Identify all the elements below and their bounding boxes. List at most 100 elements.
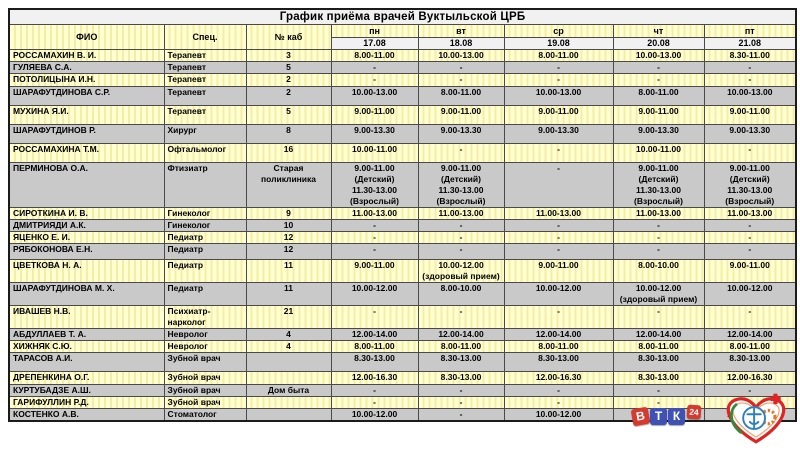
doctor-name-cell: ЦВЕТКОВА Н. А. xyxy=(8,258,165,283)
cabinet-cell xyxy=(245,395,332,409)
time-cell: - xyxy=(330,230,419,244)
time-cell: - xyxy=(330,242,419,260)
time-cell: 9.00-11.00 (Детский) 11.30-13.00 (Взросл… xyxy=(417,161,505,208)
time-cell: 10.00-11.00 xyxy=(612,142,705,163)
time-cell: 9.00-11.00 xyxy=(330,258,419,283)
time-cell: - xyxy=(703,304,797,329)
time-cell: - xyxy=(612,407,705,421)
time-cell: 11.00-13.00 xyxy=(330,206,419,220)
time-cell: 12.00-14.00 xyxy=(503,327,614,341)
specialty-cell: Хирург xyxy=(163,123,247,144)
day-header-mon: пн xyxy=(330,23,419,38)
day-header-wed: ср xyxy=(503,23,614,38)
time-cell: - xyxy=(503,395,614,409)
time-cell: 8.30-13.00 xyxy=(417,351,505,372)
specialty-cell: Гинеколог xyxy=(163,206,247,220)
doctor-name-cell: ХИЖНЯК С.Ю. xyxy=(8,339,165,353)
cabinet-cell xyxy=(245,407,332,421)
doctor-name-cell: РОССАМАХИН В. И. xyxy=(8,48,165,62)
cabinet-cell: 10 xyxy=(245,218,332,232)
time-cell: - xyxy=(417,230,505,244)
time-cell: 8.00-10.00 xyxy=(417,281,505,306)
time-cell: - xyxy=(330,383,419,397)
time-cell: - xyxy=(417,142,505,163)
doctor-name-cell: ЯЦЕНКО Е. И. xyxy=(8,230,165,244)
day-header-fri: пт xyxy=(703,23,797,38)
time-cell: - xyxy=(330,60,419,74)
doctor-name-cell: ИВАШЕВ Н.В. xyxy=(8,304,165,329)
cabinet-cell: 16 xyxy=(245,142,332,163)
time-cell: 9.00-11.00 xyxy=(703,258,797,283)
time-cell: 9.00-11.00 xyxy=(612,104,705,125)
time-cell: - xyxy=(417,304,505,329)
table-row: ПОТОЛИЦЫНА И.Н. Терапевт 2- - - - - xyxy=(8,72,797,87)
time-cell: - xyxy=(417,242,505,260)
table-row: ЦВЕТКОВА Н. А. Педиатр 11 9.00-11.00 10.00-1… xyxy=(8,258,797,283)
time-cell: 12.00-14.00 xyxy=(330,327,419,341)
day-header-tue: вт xyxy=(417,23,505,38)
doctor-name-cell: ПОТОЛИЦЫНА И.Н. xyxy=(8,72,165,87)
specialty-cell: Зубной врач xyxy=(163,370,247,385)
time-cell: - xyxy=(503,242,614,260)
time-cell: - xyxy=(703,142,797,163)
time-cell: 12.00-14.00 xyxy=(612,327,705,341)
time-cell: 10.00-13.00 xyxy=(417,48,505,62)
specialty-cell: Педиатр xyxy=(163,258,247,283)
time-cell: - xyxy=(612,383,705,397)
time-cell: 9.00-11.00 xyxy=(503,104,614,125)
specialty-cell: Фтизиатр xyxy=(163,161,247,208)
time-cell: 10.00-12.00 xyxy=(703,281,797,306)
time-cell: 10.00-12.00 xyxy=(503,407,614,421)
doctor-name-cell: РЯБОКОНОВА Е.Н. xyxy=(8,242,165,260)
specialty-cell: Психиатр-нарколог xyxy=(163,304,247,329)
table-row: ШАРАФУТДИНОВ Р. Хирург 8 9.00-13.30 9.00-13.… xyxy=(8,123,797,144)
date-header-tue: 18.08 xyxy=(417,36,505,50)
time-cell: 11.00-13.00 xyxy=(612,206,705,220)
doctor-name-cell: ТАРАСОВ А.И. xyxy=(8,351,165,372)
cabinet-cell: 3 xyxy=(245,48,332,62)
specialty-cell: Педиатр xyxy=(163,242,247,260)
cabinet-cell: 12 xyxy=(245,242,332,260)
time-cell: - xyxy=(330,72,419,87)
time-cell: 10.00-12.00 (здоровый прием) xyxy=(417,258,505,283)
time-cell: - xyxy=(417,60,505,74)
cabinet-cell: Старая поликлиника xyxy=(245,161,332,208)
time-cell: - xyxy=(503,60,614,74)
table-row: КУРТУБАДЗЕ А.Ш. Зубной врач Дом быта - - - - - xyxy=(8,383,797,397)
table-row: ЯЦЕНКО Е. И. Педиатр 12- - - - - xyxy=(8,230,797,244)
time-cell: - xyxy=(417,383,505,397)
time-cell: 9.00-13.30 xyxy=(703,123,797,144)
time-cell: - xyxy=(330,304,419,329)
specialty-cell: Терапевт xyxy=(163,60,247,74)
time-cell: 10.00-11.00 xyxy=(330,142,419,163)
doctor-name-cell: ДМИТРИЯДИ А.К. xyxy=(8,218,165,232)
time-cell: 10.00-12.00 xyxy=(503,281,614,306)
time-cell: - xyxy=(417,218,505,232)
doctor-name-cell: ДРЕПЕНКИНА О.Г. xyxy=(8,370,165,385)
time-cell: 8.30-13.00 xyxy=(703,351,797,372)
time-cell: 10.00-13.00 xyxy=(330,85,419,106)
time-cell: 8.00-11.00 xyxy=(503,48,614,62)
table-row: ГУЛЯЕВА С.А. Терапевт 5- - - - - xyxy=(8,60,797,74)
time-cell: 9.00-11.00 xyxy=(330,104,419,125)
time-cell: - xyxy=(703,218,797,232)
specialty-cell: Невролог xyxy=(163,327,247,341)
specialty-cell: Зубной врач xyxy=(163,395,247,409)
time-cell: - xyxy=(612,218,705,232)
cabinet-cell: 2 xyxy=(245,85,332,106)
time-cell: - xyxy=(503,304,614,329)
time-cell: 10.00-12.00 (здоровый прием) xyxy=(612,281,705,306)
cabinet-cell xyxy=(245,370,332,385)
time-cell: 11.00-13.00 xyxy=(503,206,614,220)
time-cell: - xyxy=(703,383,797,397)
time-cell: 9.00-13.30 xyxy=(612,123,705,144)
cabinet-cell: Дом быта xyxy=(245,383,332,397)
time-cell: 10.00-13.00 xyxy=(612,48,705,62)
time-cell: 12.00-16.30 xyxy=(703,370,797,385)
time-cell: - xyxy=(503,230,614,244)
doctor-name-cell: СИРОТКИНА И. В. xyxy=(8,206,165,220)
specialty-cell: Офтальмолог xyxy=(163,142,247,163)
time-cell: 9.00-11.00 xyxy=(503,258,614,283)
cabinet-cell: 5 xyxy=(245,60,332,74)
specialty-cell: Терапевт xyxy=(163,48,247,62)
